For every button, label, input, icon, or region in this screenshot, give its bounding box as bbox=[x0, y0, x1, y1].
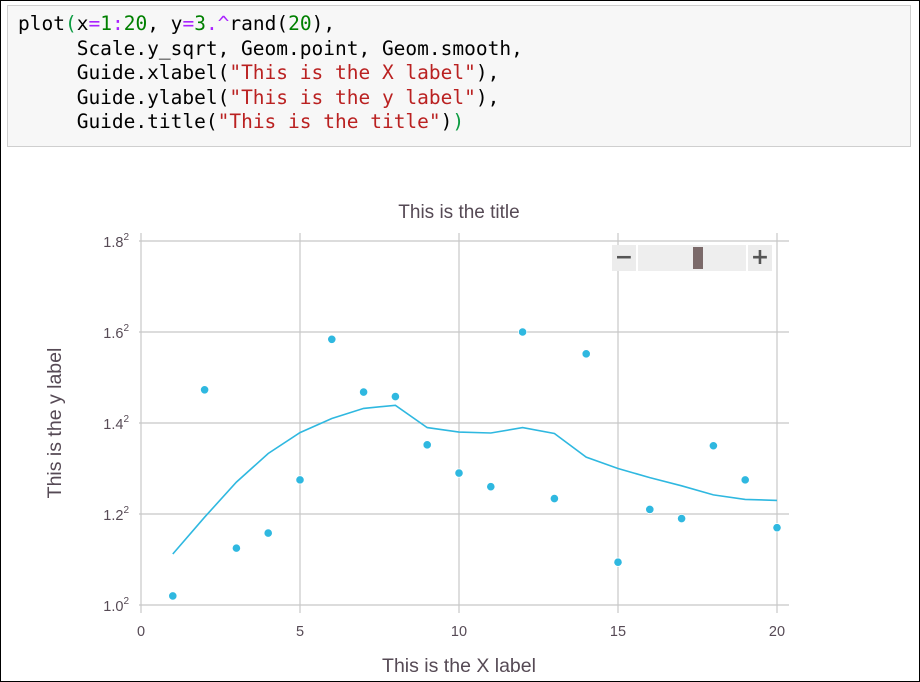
data-point bbox=[581, 349, 591, 359]
zoom-slider-control[interactable]: − + bbox=[612, 245, 772, 271]
code-editor[interactable]: plot(x=1:20, y=3.^rand(20), Scale.y_sqrt… bbox=[8, 6, 910, 135]
zoom-slider-thumb[interactable] bbox=[693, 247, 703, 269]
data-point bbox=[676, 513, 687, 524]
y-tick-exponent: 2 bbox=[123, 596, 129, 607]
y-tick-base: 1.8 bbox=[103, 235, 123, 251]
code-token: .^ bbox=[205, 12, 230, 35]
data-point bbox=[358, 387, 369, 397]
x-tick-label: 20 bbox=[769, 624, 785, 640]
y-tick-label: 1.62 bbox=[103, 323, 129, 342]
data-point bbox=[390, 392, 400, 402]
code-token: ) bbox=[440, 110, 453, 134]
code-token: ), bbox=[475, 61, 500, 85]
code-token: "This is the X label" bbox=[229, 61, 476, 85]
code-token: 1 bbox=[100, 12, 112, 35]
data-point bbox=[263, 528, 273, 538]
code-token: ), bbox=[311, 12, 336, 35]
data-point bbox=[549, 493, 560, 504]
y-tick-exponent: 2 bbox=[123, 232, 129, 243]
data-point bbox=[327, 334, 337, 344]
data-point bbox=[231, 543, 241, 553]
y-tick-base: 1.6 bbox=[103, 326, 123, 342]
code-token: = bbox=[88, 12, 101, 35]
code-token: "This is the y label" bbox=[229, 85, 476, 109]
code-token: Guide.xlabel( bbox=[18, 61, 230, 85]
code-token: 20 bbox=[288, 12, 312, 35]
code-token: Guide.ylabel( bbox=[18, 85, 230, 109]
code-token: rand( bbox=[229, 12, 289, 35]
code-token: 3 bbox=[194, 12, 206, 35]
y-tick-exponent: 2 bbox=[123, 323, 129, 334]
x-tick-label: 10 bbox=[451, 624, 467, 640]
data-point bbox=[454, 468, 464, 478]
data-point bbox=[422, 440, 432, 450]
code-token: ) bbox=[452, 110, 465, 134]
data-point bbox=[200, 385, 210, 395]
code-token: = bbox=[182, 12, 195, 35]
plot-title: This is the title bbox=[398, 202, 519, 223]
axes: 0 5 10 15 201.021.221.421.621.82 bbox=[103, 232, 785, 640]
code-token: 20 bbox=[123, 12, 148, 35]
code-token: Guide.title( bbox=[18, 110, 218, 134]
y-tick-base: 1.0 bbox=[103, 599, 123, 615]
code-token: : bbox=[111, 12, 124, 35]
code-cell[interactable]: plot(x=1:20, y=3.^rand(20), Scale.y_sqrt… bbox=[7, 5, 911, 147]
y-tick-label: 1.82 bbox=[103, 232, 129, 251]
x-tick-label: 15 bbox=[610, 624, 626, 640]
x-tick-label: 5 bbox=[296, 624, 304, 640]
data-point bbox=[613, 557, 623, 567]
data-point bbox=[645, 504, 655, 515]
plot-svg[interactable]: 0 5 10 15 201.021.221.421.621.82 This is the… bbox=[1, 181, 919, 681]
y-tick-label: 1.02 bbox=[103, 596, 129, 615]
code-token: plot bbox=[18, 12, 65, 35]
code-token: "This is the title" bbox=[217, 110, 441, 134]
code-token: , y bbox=[147, 12, 183, 35]
code-token: Scale.y_sqrt, Geom.point, Geom.smooth, bbox=[18, 36, 523, 60]
data-point bbox=[517, 327, 528, 337]
zoom-out-button[interactable]: − bbox=[612, 245, 636, 271]
data-point bbox=[740, 475, 750, 485]
grid-lines bbox=[139, 233, 789, 613]
y-tick-label: 1.22 bbox=[103, 505, 129, 524]
y-tick-label: 1.42 bbox=[103, 414, 129, 433]
x-axis-label: This is the X label bbox=[382, 655, 536, 677]
data-point bbox=[486, 482, 496, 492]
data-point bbox=[168, 591, 178, 601]
code-token: ), bbox=[475, 85, 500, 109]
smooth-line bbox=[172, 404, 778, 555]
smooth-line-layer bbox=[172, 404, 778, 555]
data-point bbox=[295, 475, 305, 485]
plot-output[interactable]: 0 5 10 15 20 1.02 1.22 1.42 1.62 1.82 This is the… bbox=[1, 181, 919, 681]
code-token: x bbox=[76, 12, 89, 35]
zoom-in-button[interactable]: + bbox=[748, 245, 772, 271]
zoom-slider-track[interactable] bbox=[638, 245, 746, 271]
y-tick-exponent: 2 bbox=[123, 414, 129, 425]
y-tick-base: 1.4 bbox=[103, 417, 123, 433]
data-point bbox=[772, 523, 782, 533]
points-layer bbox=[168, 327, 782, 601]
data-point bbox=[708, 441, 719, 451]
y-tick-base: 1.2 bbox=[103, 508, 123, 524]
x-tick-label: 0 bbox=[137, 624, 145, 640]
code-token: ( bbox=[64, 12, 77, 35]
y-axis-label: This is the y label bbox=[44, 348, 66, 499]
y-tick-exponent: 2 bbox=[123, 505, 129, 516]
